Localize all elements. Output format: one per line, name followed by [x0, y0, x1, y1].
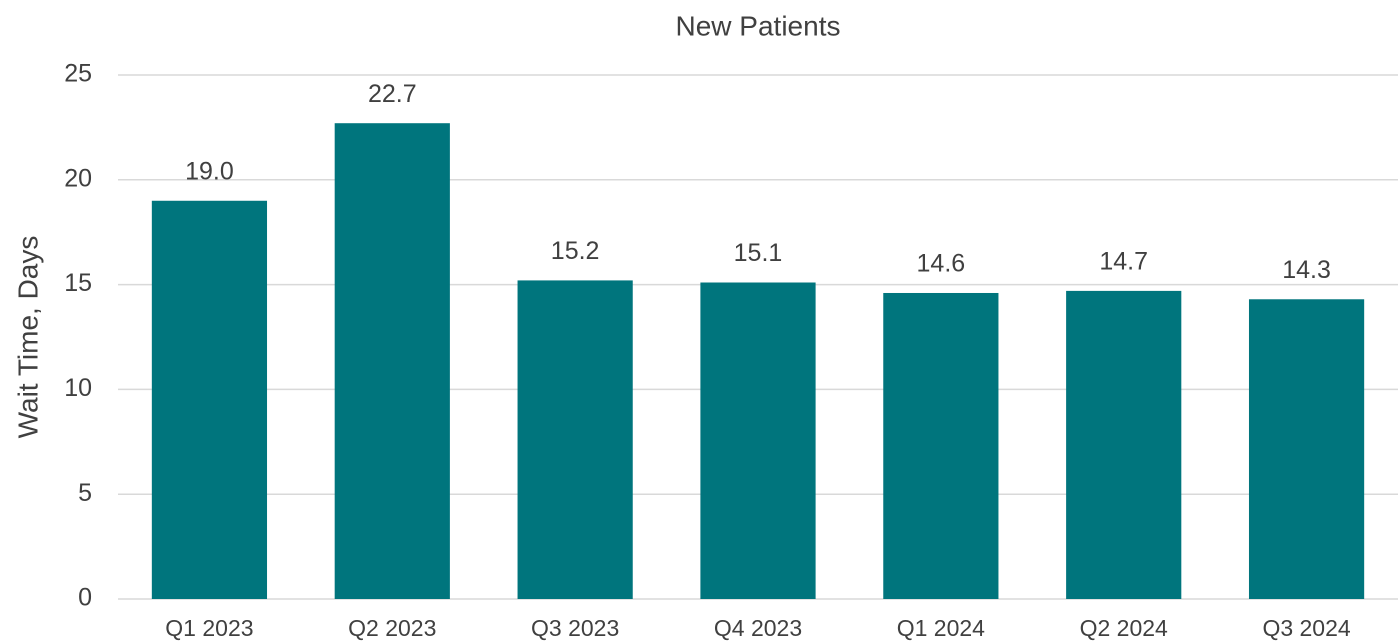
y-tick-label: 5	[78, 479, 92, 507]
bar	[151, 200, 268, 599]
data-label: 14.3	[1282, 256, 1331, 284]
data-label: 15.2	[551, 237, 600, 265]
x-tick-label: Q4 2023	[714, 615, 802, 641]
bar	[1248, 299, 1365, 599]
x-tick-label: Q3 2023	[531, 615, 619, 641]
bar	[1066, 290, 1182, 599]
x-tick-label: Q1 2024	[897, 615, 985, 641]
data-label: 22.7	[368, 80, 417, 108]
data-label: 14.7	[1099, 247, 1148, 275]
y-tick-label: 20	[64, 164, 92, 192]
y-tick-label: 0	[78, 584, 92, 612]
y-tick-label: 10	[64, 374, 92, 402]
bar	[883, 292, 999, 599]
y-tick-label: 25	[64, 60, 92, 88]
x-tick-label: Q2 2024	[1080, 615, 1168, 641]
x-tick-label: Q3 2024	[1262, 615, 1350, 641]
bar	[700, 282, 816, 599]
bar	[517, 280, 633, 599]
y-tick-label: 15	[64, 269, 92, 297]
y-axis-label: Wait Time, Days	[12, 236, 43, 439]
bar	[334, 123, 450, 599]
data-label: 15.1	[734, 239, 783, 267]
chart-title: New Patients	[676, 10, 841, 41]
data-label: 14.6	[917, 250, 966, 278]
x-tick-label: Q2 2023	[348, 615, 436, 641]
x-tick-label: Q1 2023	[165, 615, 253, 641]
data-label: 19.0	[185, 157, 234, 185]
